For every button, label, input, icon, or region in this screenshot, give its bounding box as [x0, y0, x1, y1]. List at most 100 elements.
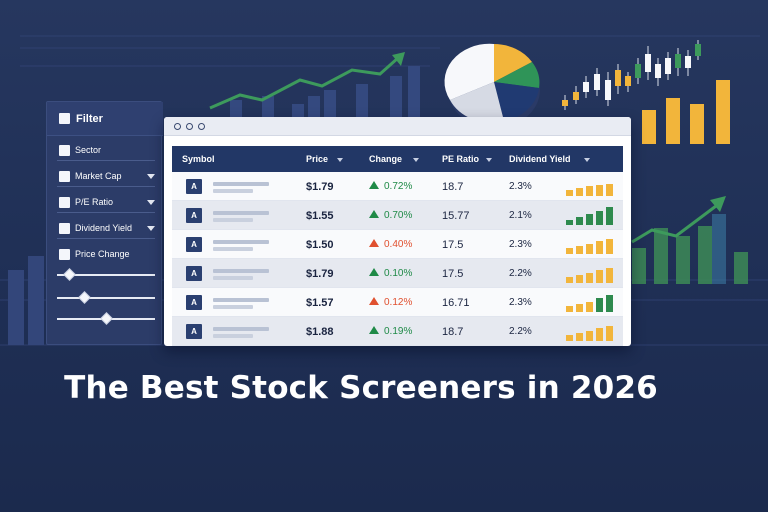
mini-bar — [576, 275, 583, 283]
sort-caret-icon[interactable] — [584, 158, 590, 162]
symbol-name-placeholder — [213, 211, 269, 215]
mini-bar — [596, 211, 603, 225]
change-value: 0.72% — [384, 181, 413, 192]
screener-window: Symbol Price Change PE Ratio Dividend Yi… — [164, 117, 631, 346]
dividend-yield-cell: 2.1% — [509, 210, 532, 221]
filter-panel: Filter Sector Market Cap P/E Ratio Divid… — [46, 101, 163, 345]
mini-bar — [606, 268, 613, 283]
filter-item-dividend-yield[interactable]: Dividend Yield — [47, 217, 163, 241]
filter-item-pe-ratio[interactable]: P/E Ratio — [47, 191, 163, 215]
mini-bar — [576, 217, 583, 225]
change-cell: 0.70% — [369, 210, 412, 221]
symbol-badge: A — [186, 179, 202, 194]
mini-bar — [596, 241, 603, 254]
mini-bar-chart — [566, 205, 616, 225]
mini-bar — [586, 302, 593, 312]
divider — [57, 160, 155, 161]
pe-ratio-checkbox[interactable] — [59, 197, 70, 208]
change-value: 0.10% — [384, 268, 413, 279]
price-cell: $1.79 — [306, 181, 334, 193]
range-slider[interactable] — [57, 312, 155, 325]
change-cell: 0.10% — [369, 268, 412, 279]
sort-caret-icon[interactable] — [337, 158, 343, 162]
window-dot[interactable] — [198, 123, 205, 130]
symbol-badge: A — [186, 266, 202, 281]
change-value: 0.12% — [384, 297, 413, 308]
mini-bar-chart — [566, 321, 616, 341]
table-row[interactable]: A $1.79 0.72% 18.7 2.3% — [172, 172, 623, 201]
chevron-down-icon[interactable] — [147, 174, 155, 179]
mini-bar — [576, 246, 583, 254]
change-cell: 0.19% — [369, 326, 412, 337]
symbol-name-placeholder — [213, 182, 269, 186]
sort-caret-icon[interactable] — [413, 158, 419, 162]
column-header-pe-ratio[interactable]: PE Ratio — [442, 154, 480, 164]
filter-item-price-change[interactable]: Price Change — [47, 243, 163, 267]
column-header-price[interactable]: Price — [306, 154, 329, 164]
dividend-yield-cell: 2.3% — [509, 239, 532, 250]
mini-bar — [596, 328, 603, 341]
price-cell: $1.79 — [306, 268, 334, 280]
column-header-symbol[interactable]: Symbol — [182, 154, 215, 164]
slider-handle[interactable] — [100, 312, 113, 325]
table-row[interactable]: A $1.57 0.12% 16.71 2.3% — [172, 288, 623, 317]
filter-header: Filter — [47, 102, 163, 136]
price-cell: $1.57 — [306, 297, 334, 309]
triangle-up-icon — [369, 239, 379, 247]
table-row[interactable]: A $1.88 0.19% 18.7 2.2% — [172, 317, 623, 346]
mini-bar-chart — [566, 292, 616, 312]
mini-bar — [566, 277, 573, 283]
triangle-up-icon — [369, 181, 379, 189]
filter-item-label: Sector — [75, 145, 102, 155]
column-header-change[interactable]: Change — [369, 154, 403, 164]
headline: The Best Stock Screeners in 2026 — [64, 370, 658, 406]
dividend-yield-cell: 2.2% — [509, 326, 532, 337]
filter-item-market-cap[interactable]: Market Cap — [47, 165, 163, 189]
symbol-name-placeholder — [213, 334, 253, 338]
dividend-yield-checkbox[interactable] — [59, 223, 70, 234]
sort-caret-icon[interactable] — [486, 158, 492, 162]
divider — [57, 238, 155, 239]
sector-checkbox[interactable] — [59, 145, 70, 156]
dividend-yield-cell: 2.3% — [509, 297, 532, 308]
symbol-name-placeholder — [213, 269, 269, 273]
triangle-up-icon — [369, 326, 379, 334]
slider-handle[interactable] — [78, 291, 91, 304]
symbol-badge: A — [186, 295, 202, 310]
mini-bar — [586, 331, 593, 341]
market-cap-checkbox[interactable] — [59, 171, 70, 182]
column-header-dividend-yield[interactable]: Dividend Yield — [509, 154, 571, 164]
triangle-up-icon — [369, 268, 379, 276]
price-cell: $1.55 — [306, 210, 334, 222]
mini-bar — [606, 184, 613, 196]
change-cell: 0.12% — [369, 297, 412, 308]
table-row[interactable]: A $1.50 0.40% 17.5 2.3% — [172, 230, 623, 259]
change-value: 0.19% — [384, 326, 413, 337]
chevron-down-icon[interactable] — [147, 226, 155, 231]
window-dot[interactable] — [186, 123, 193, 130]
symbol-name-placeholder — [213, 276, 253, 280]
price-cell: $1.50 — [306, 239, 334, 251]
change-cell: 0.40% — [369, 239, 412, 250]
filter-checkbox[interactable] — [59, 113, 70, 124]
window-dot[interactable] — [174, 123, 181, 130]
range-slider[interactable] — [57, 291, 155, 304]
mini-bar — [586, 244, 593, 254]
price-change-slider[interactable] — [57, 268, 155, 281]
mini-bar-chart — [566, 234, 616, 254]
symbol-name-placeholder — [213, 247, 253, 251]
table-row[interactable]: A $1.79 0.10% 17.5 2.2% — [172, 259, 623, 288]
mini-bar — [606, 239, 613, 254]
filter-title: Filter — [76, 113, 103, 125]
filter-item-sector[interactable]: Sector — [47, 139, 163, 163]
mini-bar — [586, 186, 593, 196]
change-cell: 0.72% — [369, 181, 412, 192]
chevron-down-icon[interactable] — [147, 200, 155, 205]
price-change-checkbox[interactable] — [59, 249, 70, 260]
mini-bar — [576, 333, 583, 341]
mini-bar — [586, 214, 593, 225]
triangle-up-icon — [369, 297, 379, 305]
slider-handle[interactable] — [63, 268, 76, 281]
mini-bar-chart — [566, 263, 616, 283]
table-row[interactable]: A $1.55 0.70% 15.77 2.1% — [172, 201, 623, 230]
